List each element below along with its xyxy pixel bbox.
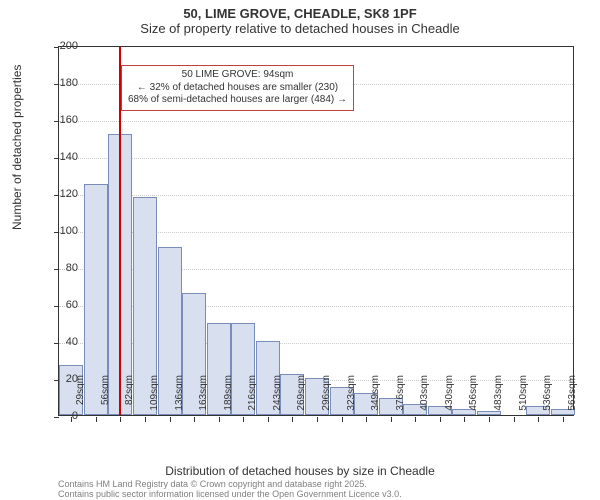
ytick-label: 180 (48, 77, 78, 89)
xtick-mark (563, 417, 564, 422)
xtick-mark (170, 417, 171, 422)
x-axis-label: Distribution of detached houses by size … (0, 464, 600, 478)
xtick-mark (194, 417, 195, 422)
xtick-mark (145, 417, 146, 422)
xtick-mark (342, 417, 343, 422)
ytick-label: 60 (48, 299, 78, 311)
annotation-line: 50 LIME GROVE: 94sqm (128, 69, 347, 82)
xtick-mark (366, 417, 367, 422)
gridline (59, 121, 573, 122)
gridline (59, 158, 573, 159)
footer-line2: Contains public sector information licen… (58, 490, 402, 500)
chart-titles: 50, LIME GROVE, CHEADLE, SK8 1PF Size of… (0, 0, 600, 36)
annotation-line: ← 32% of detached houses are smaller (23… (128, 82, 347, 95)
xtick-mark (243, 417, 244, 422)
xtick-mark (415, 417, 416, 422)
xtick-mark (120, 417, 121, 422)
ytick-label: 80 (48, 262, 78, 274)
xtick-mark (538, 417, 539, 422)
plot-region: 29sqm56sqm82sqm109sqm136sqm163sqm189sqm2… (58, 46, 574, 416)
footer-attribution: Contains HM Land Registry data © Crown c… (58, 480, 402, 500)
y-axis-label: Number of detached properties (10, 65, 24, 230)
ytick-label: 200 (48, 40, 78, 52)
xtick-mark (219, 417, 220, 422)
xtick-mark (268, 417, 269, 422)
xtick-mark (464, 417, 465, 422)
ytick-label: 0 (48, 410, 78, 422)
xtick-mark (96, 417, 97, 422)
xtick-label: 563sqm (567, 375, 578, 421)
xtick-mark (317, 417, 318, 422)
annotation-line: 68% of semi-detached houses are larger (… (128, 94, 347, 107)
title-address: 50, LIME GROVE, CHEADLE, SK8 1PF (0, 6, 600, 21)
xtick-mark (514, 417, 515, 422)
ytick-label: 100 (48, 225, 78, 237)
ytick-label: 20 (48, 373, 78, 385)
annotation-box: 50 LIME GROVE: 94sqm← 32% of detached ho… (121, 65, 354, 111)
ytick-label: 160 (48, 114, 78, 126)
ytick-label: 120 (48, 188, 78, 200)
xtick-mark (292, 417, 293, 422)
ytick-label: 40 (48, 336, 78, 348)
title-subtitle: Size of property relative to detached ho… (0, 21, 600, 36)
chart-area: 29sqm56sqm82sqm109sqm136sqm163sqm189sqm2… (58, 46, 574, 416)
xtick-mark (391, 417, 392, 422)
ytick-label: 140 (48, 151, 78, 163)
xtick-label: 483sqm (493, 375, 504, 421)
xtick-mark (440, 417, 441, 422)
xtick-mark (489, 417, 490, 422)
